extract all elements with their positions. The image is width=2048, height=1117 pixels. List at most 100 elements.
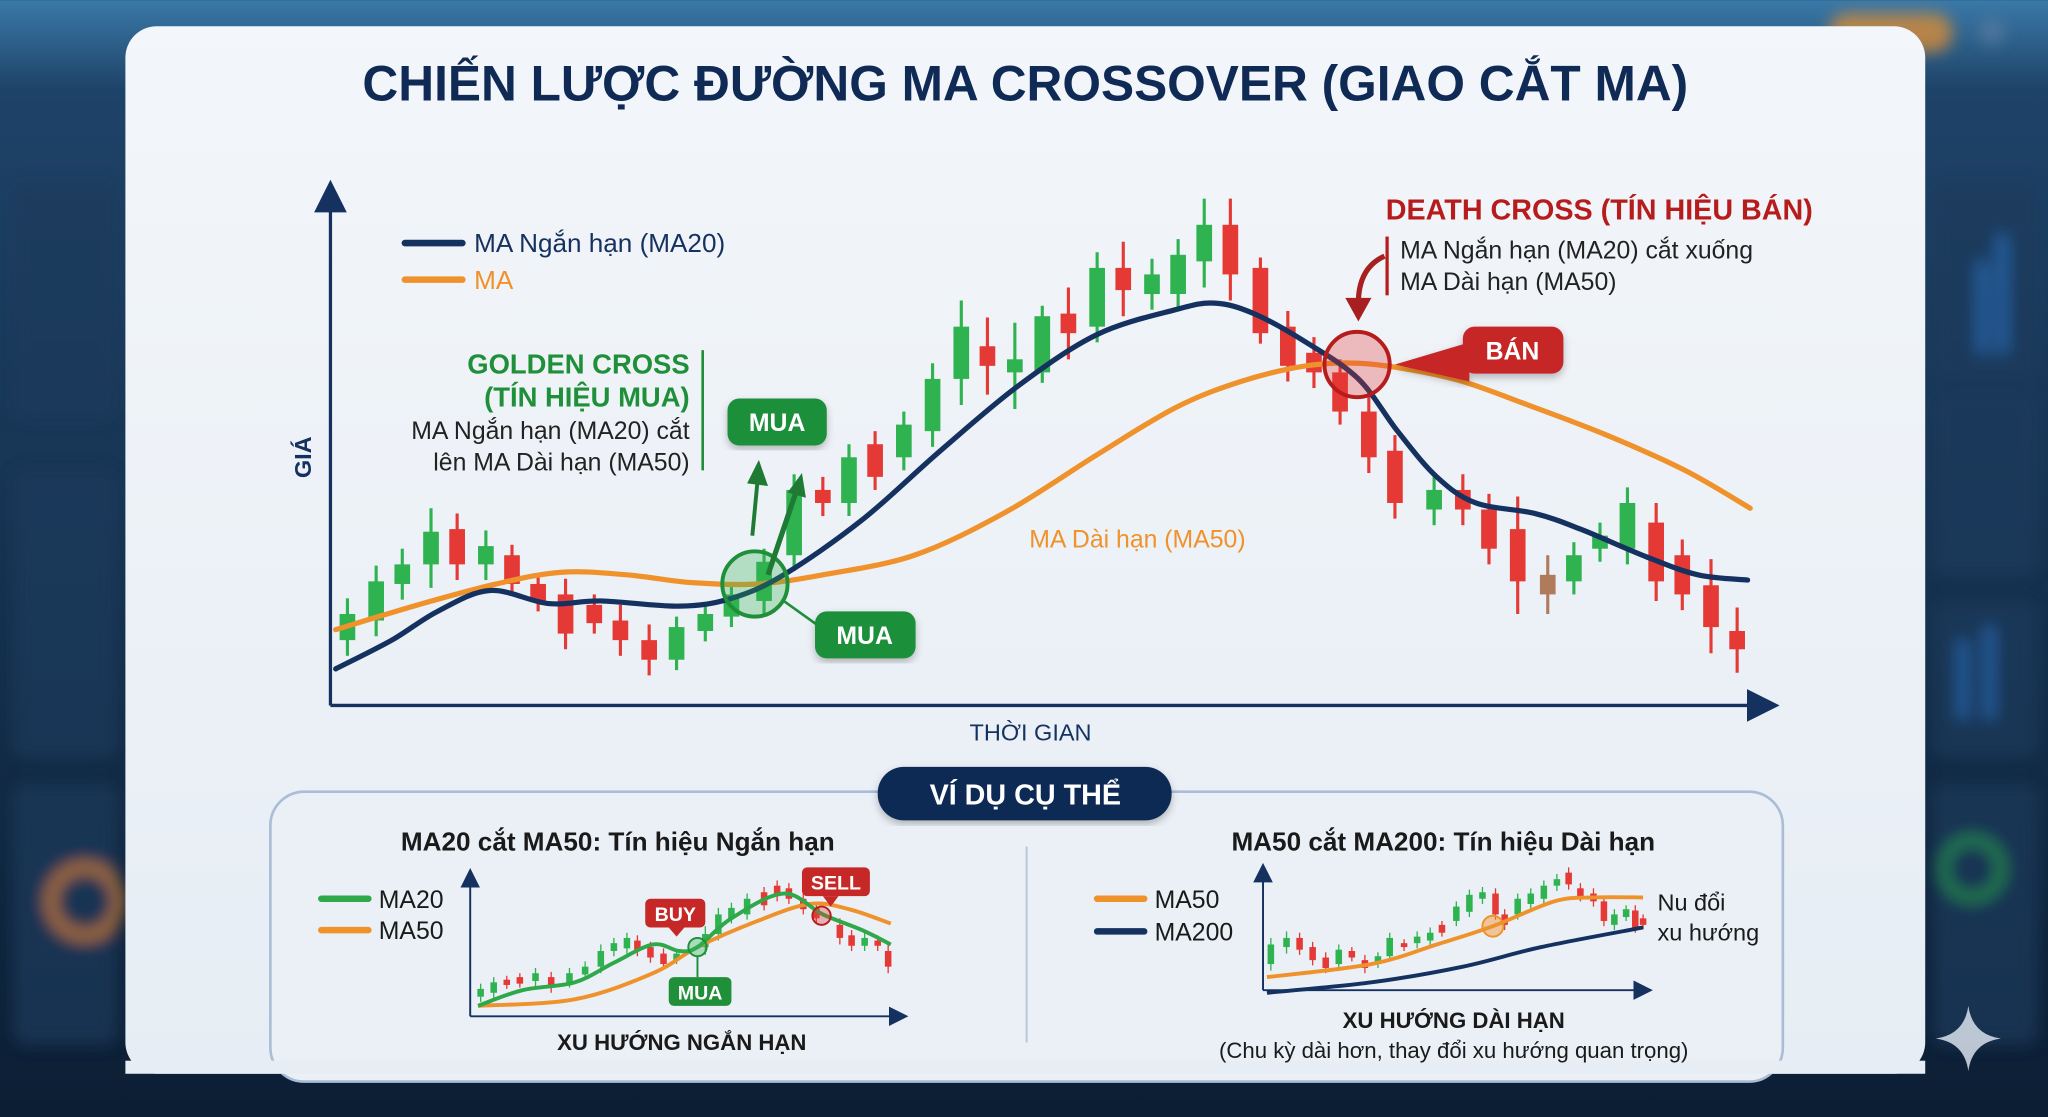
candle-body [1600, 901, 1608, 921]
candlestick [634, 935, 641, 957]
candlestick [1565, 867, 1572, 890]
candlestick [1374, 952, 1382, 968]
golden-cross-marker [720, 549, 790, 619]
candle-body [867, 444, 883, 477]
candle-body [728, 907, 735, 919]
candlestick [530, 573, 546, 612]
candlestick [394, 548, 411, 600]
candlestick [1553, 873, 1561, 891]
candlestick [1639, 914, 1647, 929]
candle-body [813, 907, 820, 919]
legend-label-ma200-long: MA200 [1155, 920, 1234, 947]
candle-body [1639, 918, 1647, 925]
candle-body [368, 581, 384, 621]
candle-body [478, 546, 494, 565]
golden-cross-subtitle: (TÍN HIỆU MUA) [484, 381, 690, 412]
candlestick [423, 508, 439, 588]
candlestick [1492, 888, 1499, 920]
ma50-line [333, 360, 1753, 633]
candle-body [1400, 943, 1408, 948]
short-mua-badge: MUA [668, 977, 732, 1006]
ban-badge-label: BÁN [1486, 337, 1540, 365]
candlestick [1252, 257, 1269, 344]
legend: MA Ngắn hạn (MA20) MA [401, 228, 725, 295]
candlestick [1566, 542, 1582, 595]
candlestick [1527, 888, 1535, 910]
candlestick [641, 624, 657, 676]
candlestick [1089, 252, 1105, 343]
candle-body [1374, 956, 1382, 965]
candle-body [1566, 555, 1582, 582]
candlestick [1387, 435, 1403, 519]
candlestick [1540, 880, 1548, 904]
candlestick [1115, 241, 1132, 317]
candlestick [532, 967, 539, 987]
candlestick [478, 530, 494, 581]
long-ma200-line [1266, 925, 1644, 995]
candlestick [1648, 502, 1664, 601]
candlestick [813, 902, 820, 924]
long-term-title: MA50 cắt MA200: Tín hiệu Dài hạn [1231, 826, 1655, 856]
candle-body [547, 977, 555, 988]
down-arrow-head-icon [1345, 297, 1372, 322]
candlestick [623, 932, 631, 954]
mua-badge-bottom-label: MUA [836, 623, 893, 650]
candle-body [1335, 949, 1343, 965]
ban-badge: BÁN [1394, 326, 1564, 382]
short-buy-marker [687, 936, 708, 958]
ma20-line [333, 300, 1751, 672]
up-arrow-head-icon-2 [787, 472, 806, 498]
candle-body [1577, 888, 1584, 897]
candle-body [1386, 937, 1393, 957]
candle-body [1115, 267, 1132, 291]
candlestick [504, 544, 520, 595]
background-blurred-widgets [13, 13, 2038, 1046]
examples-badge-label: VÍ DỤ CỤ THỂ [930, 778, 1121, 812]
candle-body [979, 346, 996, 366]
candlestick [1426, 927, 1434, 946]
sell-badge: SELL [801, 867, 870, 907]
candlestick [1283, 931, 1290, 954]
mua-pointer [782, 599, 822, 629]
candle-body [1170, 254, 1186, 295]
legend-label-ma20: MA Ngắn hạn (MA20) [474, 228, 725, 258]
candle-body [449, 529, 465, 565]
candle-body [1322, 957, 1329, 968]
candle-body [1387, 450, 1403, 503]
mua-badge-top: MUA [727, 398, 827, 446]
short-sell-marker [811, 905, 832, 926]
death-cross-marker [1322, 329, 1392, 400]
up-arrow-icon [750, 480, 760, 536]
sell-badge-label: SELL [811, 873, 861, 895]
candle-body [697, 614, 714, 631]
candle-body [1060, 313, 1077, 334]
candle-body [1007, 359, 1023, 373]
candlestick [368, 565, 384, 637]
candlestick [841, 444, 857, 517]
candle-body [836, 924, 844, 938]
long-term-example: MA50 cắt MA200: Tín hiệu Dài hạn MA50 MA… [1093, 826, 1759, 1063]
candle-body [647, 947, 654, 958]
candle-body [1144, 274, 1160, 295]
candle-body [1267, 944, 1275, 965]
long-ma50-line [1266, 895, 1644, 980]
long-sub-label: (Chu kỳ dài hơn, thay đổi xu hướng quan … [1219, 1038, 1688, 1063]
examples-panel: VÍ DỤ CỤ THỂ MA20 cắt MA50: Tín hiệu Ngắ… [125, 766, 1926, 1083]
candle-body [1540, 885, 1548, 899]
candle-body [557, 594, 574, 634]
long-cross-marker [1481, 914, 1505, 938]
candlestick [668, 616, 685, 671]
candle-body [660, 953, 667, 965]
down-arrow-icon [1355, 253, 1386, 304]
death-cross-title: DEATH CROSS (TÍN HIỆU BÁN) [1386, 193, 1813, 227]
candle-body [394, 564, 411, 584]
up-arrow-head-icon [747, 459, 768, 487]
candlestick [1007, 322, 1023, 409]
candle-body [1438, 924, 1446, 933]
candlestick [884, 944, 892, 974]
short-term-example: MA20 cắt MA50: Tín hiệu Ngắn hạn MA20 MA… [318, 826, 909, 1055]
candle-body [1674, 555, 1691, 595]
candlestick [861, 932, 868, 951]
candle-body [1296, 937, 1303, 950]
golden-cross-title: GOLDEN CROSS [467, 349, 689, 380]
